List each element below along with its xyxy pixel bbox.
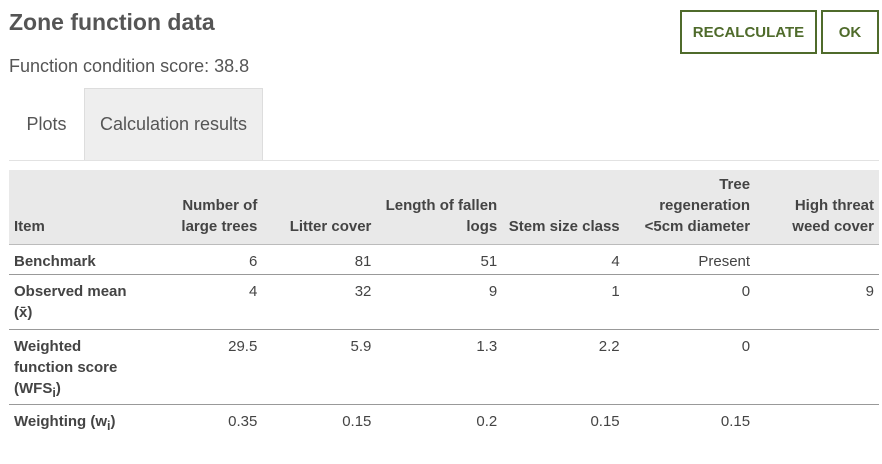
table-header-row: Item Number of large trees Litter cover L… [9,170,879,245]
table-row-benchmark: Benchmark 6 81 51 4 Present [9,244,879,275]
function-condition-score: Function condition score: 38.8 [9,56,250,76]
table-cell: 0.15 [342,413,372,430]
table-cell [755,329,879,405]
table-row-observed-mean: Observed mean (x̄) 4 32 9 1 0 9 [9,274,879,330]
table-cell [755,405,879,442]
table-row-weighting: Weighting (wi) 0.35 0.15 0.2 0.15 0.15 [9,405,879,442]
table-cell: 0.35 [228,413,258,430]
table-cell: 2.2 [502,329,625,405]
table-cell: 4 [502,244,625,275]
table-row-weighted-function-score: Weighted function score (WFSi) 29.5 5.9 1.… [9,329,879,405]
row-label: Observed mean (x̄) [9,274,152,330]
table-cell: 0.15 [590,413,620,430]
table-cell: 5.9 [262,329,377,405]
col-header-large-trees: Number of large trees [151,170,263,245]
col-header-fallen-logs: Length of fallen logs [376,170,503,245]
table-cell: Present [624,244,756,275]
table-cell: 0 [624,274,756,330]
table-cell: 51 [376,244,503,275]
table-cell: 9 [376,274,503,330]
calculation-results-table: Item Number of large trees Litter cover L… [9,170,879,441]
table-cell: 29.5 [151,329,263,405]
table-cell: 6 [151,244,263,275]
table-cell: 0.15 [720,413,751,430]
table-cell [755,244,879,275]
row-label: Weighted function score (WFSi) [9,329,152,405]
table-cell: 1 [502,274,625,330]
row-label: Weighting (wi) [14,413,116,433]
table-cell: 9 [755,274,879,330]
tab-bar: Plots Calculation results [9,88,879,161]
col-header-stem-size: Stem size class [502,170,625,245]
ok-button[interactable]: OK [821,10,879,54]
col-header-item: Item [9,170,152,245]
col-header-tree-regeneration: Tree regeneration <5cm diameter [624,170,756,245]
recalculate-button[interactable]: RECALCULATE [680,10,817,54]
page-title: Zone function data [9,9,215,35]
row-label: Benchmark [9,244,152,275]
table-cell: 0 [624,329,756,405]
col-header-weed-cover: High threat weed cover [755,170,879,245]
table-cell: 81 [262,244,377,275]
tab-plots[interactable]: Plots [26,113,67,134]
table-cell: 4 [151,274,263,330]
tab-calculation-results[interactable]: Calculation results [84,88,263,160]
table-cell: 0.2 [476,413,498,430]
table-cell: 32 [262,274,377,330]
col-header-litter-cover: Litter cover [262,170,377,245]
table-cell: 1.3 [376,329,503,405]
